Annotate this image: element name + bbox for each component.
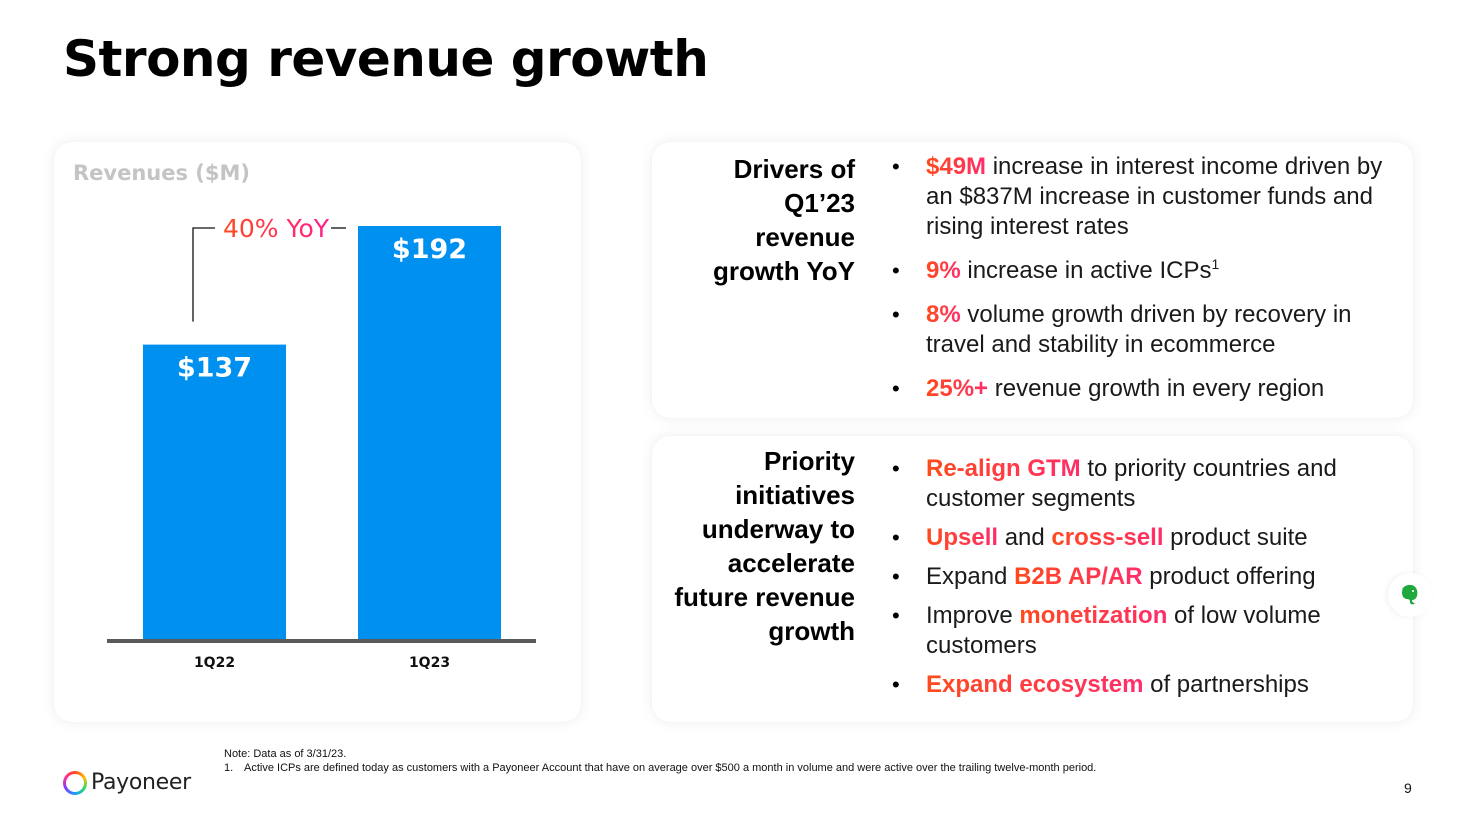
highlight-text: Upsell	[926, 524, 999, 551]
bullet-icon: •	[892, 603, 900, 628]
priority-bullet: • Re-align GTM to priority countries and …	[890, 454, 1400, 514]
footnote-1: 1. Active ICPs are defined today as custo…	[224, 761, 1096, 775]
driver-bullet: • 25%+ revenue growth in every region	[890, 374, 1390, 404]
bullet-text: Expand	[926, 563, 1015, 590]
revenue-bar-chart: Revenues ($M) $137 $192 40% YoY 1Q22 1Q23	[73, 161, 536, 671]
bullet-text: product suite	[1163, 524, 1308, 551]
revenue-chart-card: Revenues ($M) $137 $192 40% YoY 1Q22 1Q23	[54, 142, 581, 722]
section-label-line: underway to	[701, 514, 855, 544]
section-label-line: Q1’23	[784, 188, 855, 218]
section-label-line: growth	[768, 616, 855, 646]
priority-bullet: • Improve monetization of low volume cust…	[890, 601, 1400, 661]
bar-value-label: $137	[177, 353, 252, 384]
bullet-icon: •	[892, 258, 900, 283]
evernote-icon	[1402, 584, 1418, 605]
bullet-text: increase in active ICPs	[960, 257, 1212, 284]
x-tick-label: 1Q23	[409, 655, 450, 671]
bullet-icon: •	[892, 456, 900, 481]
bullet-text: to priority countries and customer segme…	[926, 455, 1337, 512]
driver-bullet: • 9% increase in active ICPs1	[890, 256, 1390, 286]
data-note: Note: Data as of 3/31/23.	[224, 748, 347, 760]
payoneer-logo: Payoneer	[63, 770, 191, 795]
yoy-annotation: 40% YoY	[223, 214, 330, 243]
section-label-line: revenue	[755, 222, 855, 252]
page-number: 9	[1404, 780, 1412, 796]
bullet-text: Improve	[926, 602, 1020, 629]
drivers-section-label: Drivers of Q1’23 revenue growth YoY	[652, 152, 855, 288]
bullet-icon: •	[892, 154, 900, 179]
drivers-bullet-list: • $49M increase in interest income driven…	[890, 152, 1390, 418]
section-label-line: future revenue	[674, 582, 855, 612]
bullet-icon: •	[892, 302, 900, 327]
highlight-text: B2B AP/AR	[1014, 563, 1143, 590]
drivers-card: Drivers of Q1’23 revenue growth YoY • $49M i…	[652, 142, 1413, 418]
driver-bullet: • $49M increase in interest income driven…	[890, 152, 1390, 242]
bar-value-label: $192	[392, 234, 467, 265]
bullet-icon: •	[892, 672, 900, 697]
highlight-text: cross-sell	[1051, 524, 1164, 551]
bullet-text: and	[998, 524, 1052, 551]
section-label-line: initiatives	[735, 480, 855, 510]
bullet-icon: •	[892, 525, 900, 550]
bullet-text: volume growth driven by recovery in trav…	[926, 301, 1352, 358]
bullet-icon: •	[892, 564, 900, 589]
x-tick-label: 1Q22	[194, 655, 235, 671]
bullet-text: of low volume customers	[926, 602, 1321, 659]
highlight-text: 8%	[926, 301, 961, 328]
priority-bullet: • Expand B2B AP/AR product offering	[890, 562, 1400, 592]
priority-bullet: • Upsell and cross-sell product suite	[890, 523, 1400, 553]
priority-card: Priority initiatives underway to accelerate…	[652, 436, 1413, 722]
section-label-line: Drivers of	[733, 154, 855, 184]
priority-bullet: • Expand ecosystem of partnerships	[890, 670, 1400, 700]
bullet-icon: •	[892, 376, 900, 401]
footnote-ref: 1	[1211, 256, 1220, 272]
chart-title: Revenues ($M)	[73, 161, 250, 185]
bullet-text: revenue growth in every region	[988, 375, 1325, 402]
priority-section-label: Priority initiatives underway to accelerate…	[652, 444, 855, 648]
highlight-text: monetization	[1019, 602, 1168, 629]
priority-bullet-list: • Re-align GTM to priority countries and …	[890, 454, 1400, 709]
highlight-text: $49M	[926, 153, 987, 180]
bar-1q23	[358, 226, 501, 640]
section-label-line: growth YoY	[712, 256, 855, 286]
logo-text: Payoneer	[91, 770, 191, 795]
bullet-text: increase in interest income driven by an…	[926, 153, 1383, 240]
yoy-bracket-left	[192, 227, 215, 322]
footnotes: Note: Data as of 3/31/23. 1. Active ICPs …	[224, 747, 1096, 775]
bullet-text: product offering	[1142, 563, 1316, 590]
section-label-line: accelerate	[727, 548, 855, 578]
highlight-text: 9%	[926, 257, 961, 284]
evernote-button[interactable]	[1388, 573, 1432, 617]
footnote-text: Active ICPs are defined today as custome…	[244, 762, 1097, 774]
page-title: Strong revenue growth	[63, 30, 709, 88]
bar-1q22	[143, 344, 286, 640]
highlight-text: Expand ecosystem	[926, 671, 1144, 698]
footnote-number: 1.	[224, 762, 234, 774]
payoneer-ring-icon	[63, 770, 87, 795]
highlight-text: Re-align GTM	[926, 455, 1081, 482]
bullet-text: of partnerships	[1143, 671, 1309, 698]
driver-bullet: • 8% volume growth driven by recovery in …	[890, 300, 1390, 360]
highlight-text: 25%+	[926, 375, 989, 402]
section-label-line: Priority	[763, 446, 855, 476]
